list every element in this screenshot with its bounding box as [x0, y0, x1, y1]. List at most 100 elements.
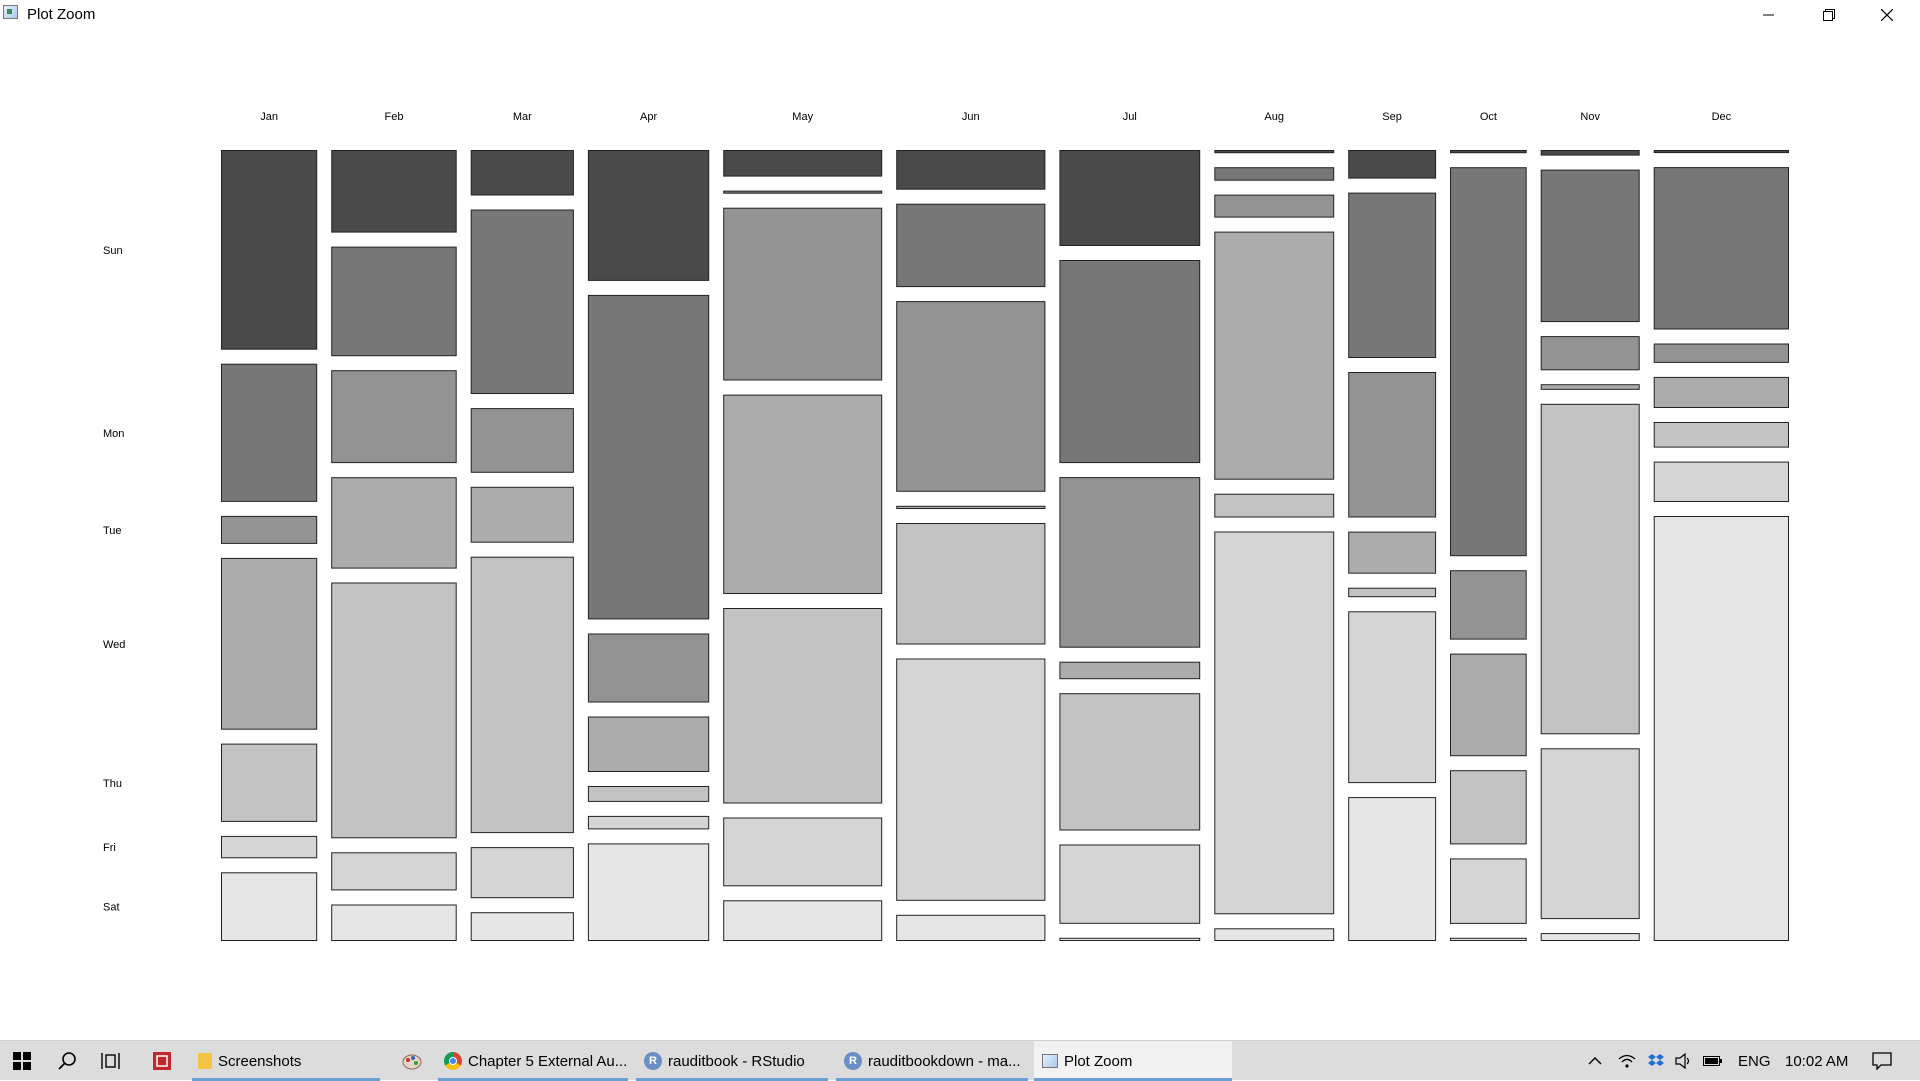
taskbar-app-rstudio-2[interactable]: R rauditbookdown - ma... — [836, 1041, 1028, 1081]
notification-icon — [1872, 1052, 1892, 1070]
mosaic-cell-dec-tue — [1653, 343, 1789, 363]
app-plot-icon — [3, 5, 18, 19]
mosaic-plot: Jan Feb Mar Apr May Jun Jul Aug Sep Oct Nov Dec Sun M… — [103, 111, 1789, 942]
rstudio-icon: R — [644, 1052, 662, 1070]
title-bar: Plot Zoom — [0, 0, 1920, 30]
mosaic-cell-oct-tue — [1450, 570, 1527, 640]
mosaic-cell-nov-sun — [1540, 150, 1640, 156]
minimize-button[interactable] — [1746, 0, 1792, 30]
mosaic-cell-dec-sat — [1653, 516, 1789, 941]
maximize-button[interactable] — [1806, 0, 1852, 30]
mosaic-cell-may-sat — [723, 900, 883, 941]
mosaic-cell-nov-fri — [1540, 748, 1640, 920]
mosaic-cell-nov-mon — [1540, 169, 1640, 323]
taskbar-app-label: Plot Zoom — [1064, 1052, 1133, 1070]
mosaic-cell-jun-sat — [896, 914, 1046, 941]
clock[interactable]: 10:02 AM — [1785, 1052, 1849, 1070]
mosaic-cell-may-tue — [723, 207, 883, 381]
mosaic-cell-jul-wed — [1059, 661, 1201, 680]
mosaic-cell-sep-sat — [1348, 797, 1437, 941]
month-label: Jun — [962, 111, 980, 123]
mosaic-cell-jul-fri — [1059, 844, 1201, 924]
weekday-label: Sun — [103, 245, 123, 257]
mosaic-cell-oct-sat — [1450, 937, 1527, 941]
weekday-label: Fri — [103, 842, 116, 854]
mosaic-cell-aug-tue — [1214, 194, 1335, 218]
mosaic-cell-apr-mon — [587, 294, 710, 620]
mosaic-cell-oct-fri — [1450, 858, 1527, 924]
mosaic-cell-may-fri — [723, 817, 883, 887]
close-button[interactable] — [1864, 0, 1910, 30]
taskbar-app-chrome[interactable]: Chapter 5 External Au... — [438, 1041, 628, 1081]
battery-icon — [1703, 1056, 1722, 1066]
taskbar-app-screenshots[interactable]: Screenshots — [192, 1041, 380, 1081]
dropbox-button[interactable] — [1642, 1041, 1670, 1081]
folder-icon — [198, 1053, 212, 1069]
mosaic-cell-oct-wed — [1450, 653, 1527, 757]
mosaic-cell-nov-wed — [1540, 384, 1640, 390]
language-indicator[interactable]: ENG — [1738, 1052, 1771, 1070]
mosaic-cell-apr-thu — [587, 786, 710, 802]
month-label: Aug — [1264, 111, 1284, 123]
month-label: Oct — [1480, 111, 1497, 123]
taskbar-app-plot-zoom[interactable]: Plot Zoom — [1034, 1041, 1232, 1081]
search-button[interactable] — [48, 1041, 88, 1081]
pinned-app-button[interactable] — [144, 1041, 180, 1081]
mosaic-cell-oct-thu — [1450, 770, 1527, 845]
month-label: Jan — [260, 111, 278, 123]
task-view-button[interactable] — [92, 1041, 132, 1081]
mosaic-cell-jul-thu — [1059, 693, 1201, 831]
mosaic-cell-dec-mon — [1653, 167, 1789, 330]
mosaic-cell-mar-mon — [470, 209, 574, 394]
dropbox-icon — [1648, 1054, 1664, 1066]
mosaic-cell-mar-thu — [470, 556, 574, 834]
windows-start-icon — [13, 1052, 31, 1070]
mosaic-cell-sep-mon — [1348, 192, 1437, 358]
plot-icon — [1042, 1054, 1058, 1068]
mosaic-cell-feb-mon — [331, 246, 457, 357]
mosaic-cell-feb-thu — [331, 582, 457, 839]
taskbar: Screenshots Chapter 5 External Au... R r… — [0, 1040, 1920, 1081]
task-view-icon — [101, 1053, 120, 1069]
start-button[interactable] — [0, 1041, 44, 1081]
taskbar-app-label: Chapter 5 External Au... — [468, 1052, 628, 1070]
taskbar-app-paint[interactable] — [390, 1041, 434, 1081]
mosaic-cell-dec-thu — [1653, 422, 1789, 448]
show-hidden-icons-button[interactable] — [1580, 1041, 1610, 1081]
mosaic-cell-feb-wed — [331, 477, 457, 569]
mosaic-cell-jan-sat — [221, 872, 318, 941]
weekday-label: Mon — [103, 428, 124, 440]
weekday-label: Sat — [103, 902, 120, 914]
mosaic-cell-nov-tue — [1540, 336, 1640, 371]
action-center-button[interactable] — [1862, 1041, 1902, 1081]
mosaic-cell-jun-fri — [896, 658, 1046, 901]
mosaic-cell-apr-sat — [587, 843, 710, 942]
month-label: Jul — [1123, 111, 1137, 123]
mosaic-cell-sep-fri — [1348, 611, 1437, 784]
month-label: Nov — [1580, 111, 1600, 123]
mosaic-cell-jul-sun — [1059, 150, 1201, 246]
mosaic-cell-feb-fri — [331, 852, 457, 891]
mosaic-cell-nov-thu — [1540, 403, 1640, 735]
network-button[interactable] — [1612, 1041, 1642, 1081]
mosaic-cell-jul-sat — [1059, 937, 1201, 941]
mosaic-cell-feb-sat — [331, 904, 457, 941]
mosaic-cell-may-thu — [723, 608, 883, 804]
mosaic-cell-apr-wed — [587, 716, 710, 772]
mosaic-cell-jul-tue — [1059, 477, 1201, 648]
taskbar-app-rstudio-1[interactable]: R rauditbook - RStudio — [636, 1041, 828, 1081]
volume-button[interactable] — [1670, 1041, 1698, 1081]
month-label: Dec — [1712, 111, 1732, 123]
weekday-label: Thu — [103, 778, 122, 790]
red-app-icon — [153, 1052, 171, 1070]
mosaic-cell-oct-mon — [1450, 167, 1527, 557]
volume-icon — [1675, 1053, 1690, 1069]
mosaic-cell-jun-wed — [896, 505, 1046, 509]
month-label: Feb — [385, 111, 404, 123]
mosaic-cell-apr-fri — [587, 815, 710, 830]
plot-area: Jan Feb Mar Apr May Jun Jul Aug Sep Oct Nov Dec Sun M… — [0, 30, 1920, 1040]
window-title: Plot Zoom — [27, 6, 96, 23]
mosaic-cell-jan-fri — [221, 835, 318, 859]
weekday-label: Tue — [103, 525, 122, 537]
battery-button[interactable] — [1698, 1041, 1728, 1081]
